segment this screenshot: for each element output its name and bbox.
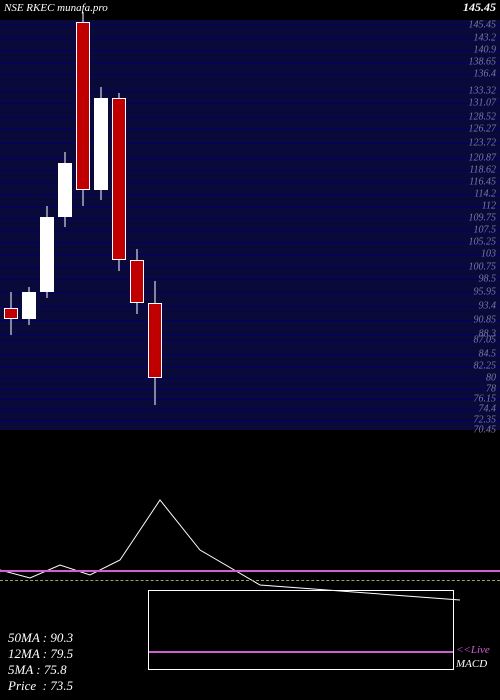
info-row: 50MA : 90.3: [8, 630, 73, 646]
y-axis-label: 80: [486, 373, 496, 384]
gridline: [0, 340, 500, 341]
gridline: [0, 117, 500, 118]
y-axis-label: 98.5: [479, 273, 497, 284]
gridline: [0, 378, 500, 379]
gridline: [0, 334, 500, 335]
y-axis-label: 118.62: [469, 165, 496, 176]
histogram-box: [148, 590, 454, 670]
y-axis-label: 87.05: [474, 335, 497, 346]
y-axis-label: 140.9: [474, 44, 497, 55]
y-axis-label: 131.07: [469, 97, 497, 108]
y-axis-label: 128.52: [469, 111, 497, 122]
gridline: [0, 267, 500, 268]
gridline: [0, 25, 500, 26]
gridline: [0, 292, 500, 293]
y-axis-label: 93.4: [479, 301, 497, 312]
y-axis-label: 126.27: [469, 123, 497, 134]
y-axis-label: 143.2: [474, 32, 497, 43]
gridline: [0, 389, 500, 390]
gridline: [0, 143, 500, 144]
y-axis-label: 138.65: [469, 57, 497, 68]
y-axis-label: 133.32: [469, 85, 497, 96]
gridline: [0, 170, 500, 171]
gridline: [0, 366, 500, 367]
gridline: [0, 230, 500, 231]
gridline: [0, 206, 500, 207]
gridline: [0, 62, 500, 63]
candlestick-chart: 145.45143.2140.9 138.65136.4 133.32131.07 1…: [0, 20, 500, 430]
live-label: <<Live: [456, 644, 490, 656]
gridline: [0, 306, 500, 307]
gridline: [0, 420, 500, 421]
y-axis-label: 103: [481, 249, 496, 260]
ref-line-dash: [0, 580, 500, 581]
y-axis-label: 123.72: [469, 137, 497, 148]
gridline: [0, 218, 500, 219]
histogram-bar: [149, 651, 453, 653]
ticker-label: NSE RKEC munafa.pro: [4, 2, 108, 14]
info-row: 12MA : 79.5: [8, 646, 73, 662]
gridline: [0, 409, 500, 410]
gridline: [0, 399, 500, 400]
ref-line-pink: [0, 570, 500, 572]
y-axis-label: 145.45: [469, 20, 497, 31]
info-row: 5MA : 75.8: [8, 662, 73, 678]
y-axis-label: 109.75: [469, 212, 497, 223]
gridline: [0, 242, 500, 243]
y-axis-label: 120.87: [469, 152, 497, 163]
y-axis-label: 84.5: [479, 349, 497, 360]
y-axis-label: 112: [482, 200, 496, 211]
gridline: [0, 74, 500, 75]
gridline: [0, 129, 500, 130]
gridline: [0, 103, 500, 104]
y-axis-label: 116.45: [469, 176, 496, 187]
y-axis-label: 105.25: [469, 237, 497, 248]
top-price-label: 145.45: [463, 0, 496, 15]
y-axis-label: 90.85: [474, 314, 497, 325]
y-axis-label: 136.4: [474, 69, 497, 80]
gridline: [0, 354, 500, 355]
y-axis-label: 107.5: [474, 225, 497, 236]
macd-line: [0, 500, 460, 600]
y-axis-label: 70.45: [474, 425, 497, 436]
y-axis-label: 82.25: [474, 361, 497, 372]
gridline: [0, 50, 500, 51]
gridline: [0, 320, 500, 321]
gridline: [0, 158, 500, 159]
gridline: [0, 279, 500, 280]
y-axis-label: 100.75: [469, 261, 497, 272]
y-axis-label: 74.4: [479, 403, 497, 414]
gridline: [0, 194, 500, 195]
info-row: Price : 73.5: [8, 678, 73, 694]
info-box: 50MA : 90.312MA : 79.55MA : 75.8Price : …: [0, 624, 81, 700]
gridline: [0, 182, 500, 183]
gridline: [0, 38, 500, 39]
y-axis-label: 95.95: [474, 287, 497, 298]
y-axis-label: 114.2: [474, 188, 496, 199]
gridline: [0, 254, 500, 255]
macd-label: MACD: [456, 658, 487, 670]
gridline: [0, 91, 500, 92]
